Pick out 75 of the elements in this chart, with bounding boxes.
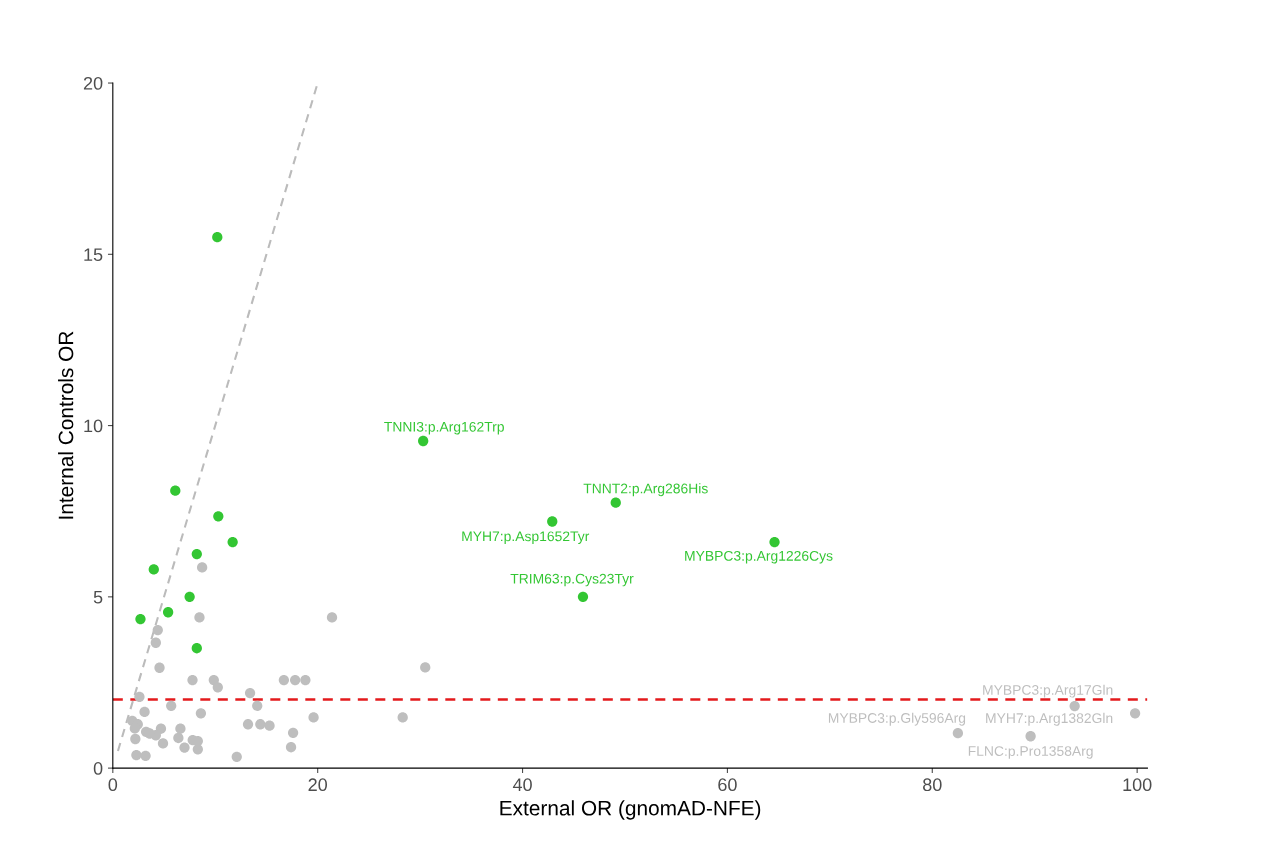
- x-tick-label: 0: [108, 778, 118, 792]
- point: [290, 674, 301, 686]
- point: [157, 738, 169, 749]
- x-axis-title: External OR (gnomAD-NFE): [500, 800, 761, 820]
- point: [212, 232, 223, 243]
- point: [255, 719, 266, 730]
- point: [213, 511, 224, 522]
- annotation: MYBPC3:p.Gly596Arg: [828, 712, 966, 726]
- point: [212, 682, 223, 693]
- point: [192, 744, 203, 755]
- point: [135, 613, 146, 625]
- point: [308, 712, 319, 723]
- point: [420, 662, 431, 673]
- point: [300, 674, 311, 686]
- point: [397, 712, 408, 723]
- point: [264, 720, 275, 731]
- point: [130, 733, 141, 745]
- point: [154, 662, 165, 673]
- y-tick-label: 5: [93, 590, 103, 604]
- point: [195, 708, 207, 719]
- point: [287, 727, 299, 738]
- x-tick-label: 80: [923, 778, 942, 792]
- point: [134, 691, 145, 703]
- point: [242, 719, 254, 730]
- point: [162, 607, 174, 618]
- point: [547, 516, 558, 527]
- point: [326, 612, 338, 623]
- annotation: MYBPC3:p.Arg1226Cys: [685, 550, 833, 564]
- point: [140, 750, 151, 761]
- annotation: MYH7:p.Arg1382Gln: [986, 712, 1113, 726]
- annotation: FLNC:p.Pro1358Arg: [968, 746, 1093, 759]
- y-tick-label: 0: [93, 762, 103, 775]
- annotation: MYH7:p.Asp1652Tyr: [462, 531, 590, 544]
- point: [418, 435, 429, 447]
- point: [150, 637, 161, 648]
- point: [184, 591, 195, 602]
- point: [170, 485, 181, 496]
- point: [285, 742, 297, 753]
- annotation: TRIM63:p.Cys23Tyr: [510, 573, 634, 587]
- point: [196, 562, 208, 573]
- point: [278, 674, 290, 686]
- point: [952, 728, 964, 739]
- point: [577, 591, 589, 602]
- point: [139, 706, 150, 718]
- y-tick-label: 15: [84, 248, 103, 262]
- annotation: MYBPC3:p.Arg17Gln: [983, 684, 1113, 698]
- point: [191, 548, 202, 560]
- point: [191, 643, 202, 654]
- x-tick-label: 40: [512, 778, 532, 792]
- point: [1025, 731, 1036, 742]
- point: [769, 536, 780, 548]
- point: [166, 700, 177, 711]
- point: [173, 732, 184, 744]
- x-tick-label: 20: [308, 778, 328, 792]
- point: [227, 536, 238, 548]
- point: [175, 723, 186, 734]
- point: [148, 564, 159, 575]
- y-tick-label: 20: [83, 76, 103, 90]
- point: [231, 751, 242, 762]
- point: [1069, 700, 1080, 712]
- point: [610, 497, 621, 508]
- x-tick-label: 100: [1123, 778, 1152, 792]
- point: [152, 624, 163, 636]
- point: [187, 674, 198, 686]
- point: [194, 612, 205, 623]
- x-tick-label: 60: [718, 778, 737, 792]
- point: [1129, 708, 1141, 719]
- annotation: TNNI3:p.Arg162Trp: [384, 421, 504, 435]
- point: [179, 742, 190, 753]
- point: [244, 687, 256, 699]
- y-axis-title: Internal Controls OR: [58, 331, 74, 519]
- annotation: TNNT2:p.Arg286His: [583, 483, 708, 497]
- y-tick-label: 10: [84, 419, 103, 433]
- point: [252, 700, 263, 711]
- point: [131, 749, 142, 761]
